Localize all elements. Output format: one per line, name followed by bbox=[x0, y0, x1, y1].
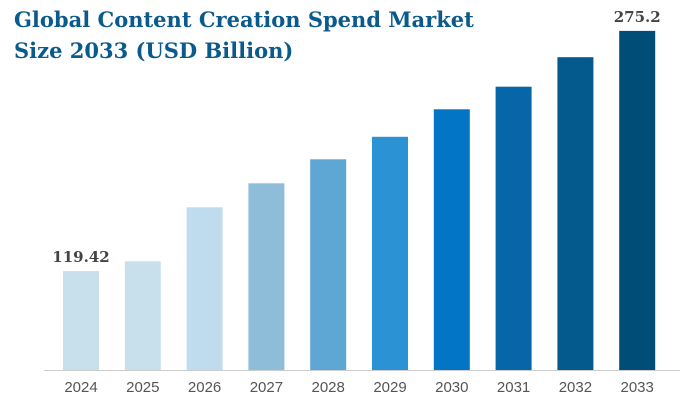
bar-2029 bbox=[372, 136, 408, 370]
x-tick-label-2025: 2025 bbox=[126, 379, 159, 396]
bar-2033 bbox=[619, 30, 656, 371]
bar-2028 bbox=[310, 159, 347, 370]
x-tick-labels: 2024 2025 2026 2027 2028 2029 2030 2031 2032 2033 bbox=[64, 379, 654, 396]
data-label-2033: 275.2 bbox=[614, 8, 661, 26]
x-tick-label-2027: 2027 bbox=[250, 379, 283, 396]
data-label-2024: 119.42 bbox=[52, 248, 109, 266]
x-tick-label-2026: 2026 bbox=[188, 379, 221, 396]
x-tick-label-2033: 2033 bbox=[621, 379, 654, 396]
bar-2024 bbox=[63, 271, 99, 370]
x-tick-label-2024: 2024 bbox=[64, 379, 97, 396]
x-tick-label-2032: 2032 bbox=[559, 379, 592, 396]
x-tick-label-2030: 2030 bbox=[435, 379, 468, 396]
x-tick-label-2028: 2028 bbox=[312, 379, 345, 396]
bar-2026 bbox=[186, 207, 223, 370]
bar-2027 bbox=[248, 183, 285, 370]
data-labels: 119.42 275.2 bbox=[52, 8, 660, 266]
bar-2025 bbox=[124, 261, 161, 370]
bar-2030 bbox=[433, 109, 470, 371]
bar-2032 bbox=[557, 57, 594, 370]
bar-2031 bbox=[495, 86, 532, 370]
chart-title: Global Content Creation Spend Market Siz… bbox=[14, 7, 474, 63]
x-tick-label-2029: 2029 bbox=[373, 379, 406, 396]
x-tick-label-2031: 2031 bbox=[497, 379, 530, 396]
bars-group bbox=[63, 30, 656, 371]
